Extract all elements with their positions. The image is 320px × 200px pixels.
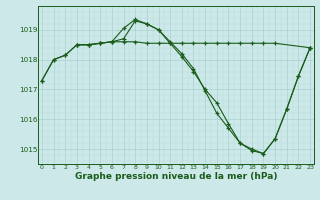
X-axis label: Graphe pression niveau de la mer (hPa): Graphe pression niveau de la mer (hPa) bbox=[75, 172, 277, 181]
